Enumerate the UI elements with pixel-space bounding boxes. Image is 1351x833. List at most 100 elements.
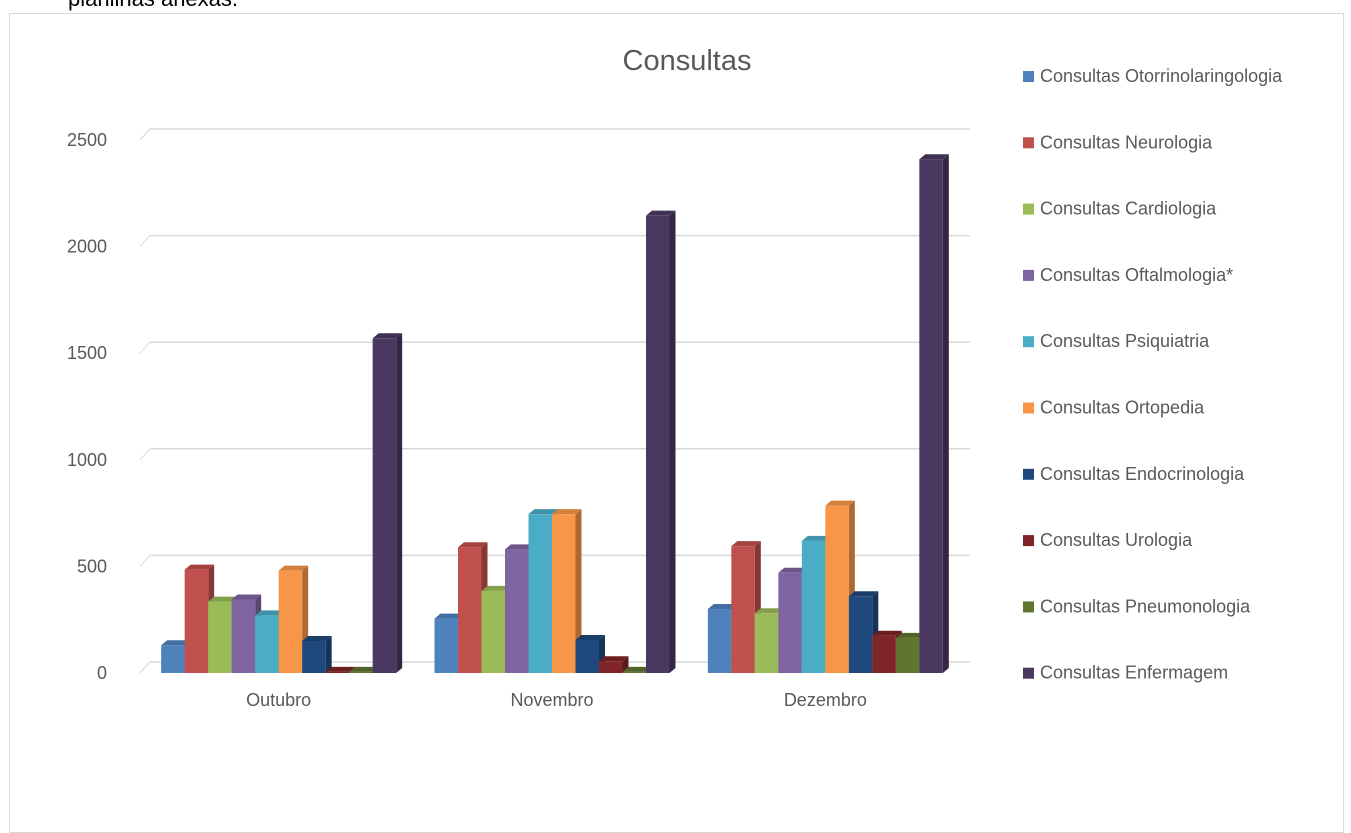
- bar: [599, 656, 629, 673]
- legend-label: Consultas Psiquiatria: [1040, 331, 1210, 351]
- bar-front: [458, 547, 482, 673]
- bar-top: [919, 154, 949, 160]
- legend-item: Consultas Urologia: [1023, 530, 1193, 550]
- legend: Consultas Otorrinolaringologia Consultas …: [1023, 66, 1283, 683]
- legend-swatch: [1023, 402, 1034, 414]
- legend-swatch: [1023, 667, 1034, 679]
- bar-top: [481, 585, 511, 591]
- legend-swatch: [1023, 203, 1034, 215]
- bar-top: [528, 509, 558, 515]
- legend-item: Consultas Endocrinologia: [1023, 464, 1245, 484]
- bar-front: [754, 613, 779, 673]
- gridline-floor: [139, 448, 151, 461]
- bar-top: [646, 210, 676, 216]
- bar-top: [325, 666, 356, 672]
- gridline-floor: [139, 661, 151, 674]
- legend-label: Consultas Ortopedia: [1040, 398, 1205, 418]
- chart-frame: 0 500 1000 1500 2000 2500 Outubro Novembro Deze…: [9, 13, 1344, 833]
- bar-front: [434, 618, 458, 673]
- bar-front: [161, 645, 185, 673]
- gridline-floor: [139, 555, 151, 567]
- bar-top: [575, 634, 605, 640]
- chart-title: Consultas: [623, 45, 752, 77]
- bar-top: [161, 640, 191, 646]
- bar-front: [302, 641, 326, 673]
- bar-front: [778, 572, 802, 673]
- bar: [825, 500, 855, 673]
- y-tick-label: 2500: [67, 130, 107, 150]
- bar-top: [848, 591, 879, 597]
- bar-front: [919, 159, 943, 674]
- bar-top: [707, 604, 738, 610]
- bar-front: [231, 599, 256, 673]
- x-category-label: Novembro: [510, 690, 593, 710]
- bar-top: [458, 542, 488, 548]
- bar: [919, 154, 949, 674]
- y-axis-ticks: 0 500 1000 1500 2000 2500: [67, 130, 107, 683]
- legend-swatch: [1023, 71, 1034, 82]
- chart-svg: 0 500 1000 1500 2000 2500 Outubro Novembro Deze…: [67, 45, 1283, 710]
- legend-label: Consultas Enfermagem: [1040, 663, 1228, 683]
- bar-top: [622, 666, 652, 672]
- bar-front: [575, 639, 599, 673]
- bar-top: [302, 636, 332, 642]
- bar: [302, 636, 332, 673]
- gridline-floor: [139, 341, 151, 354]
- bar-side: [396, 333, 403, 673]
- bar-front: [731, 546, 755, 673]
- bar-front: [646, 215, 670, 673]
- bar-front: [184, 569, 209, 673]
- legend-swatch: [1023, 336, 1034, 348]
- legend-item: Consultas Oftalmologia*: [1023, 265, 1233, 285]
- legend-label: Consultas Cardiologia: [1040, 199, 1217, 219]
- bar-top: [208, 596, 238, 602]
- bar-front: [349, 671, 373, 673]
- legend-swatch: [1023, 468, 1034, 480]
- legend-label: Consultas Otorrinolaringologia: [1040, 66, 1283, 86]
- legend-swatch: [1023, 137, 1034, 149]
- x-category-label: Dezembro: [784, 690, 867, 710]
- bar-front: [895, 637, 920, 673]
- bar-top: [278, 565, 309, 571]
- gridline-floor: [139, 128, 151, 141]
- bar-top: [505, 544, 535, 550]
- bar-top: [231, 594, 262, 600]
- bar-top: [895, 632, 926, 638]
- bar-front: [208, 601, 232, 673]
- legend-item: Consultas Ortopedia: [1023, 398, 1205, 418]
- bar-top: [778, 567, 808, 573]
- bar-top: [872, 630, 902, 636]
- bar-front: [372, 338, 397, 673]
- y-tick-label: 1000: [67, 450, 107, 470]
- legend-item: Consultas Otorrinolaringologia: [1023, 66, 1283, 86]
- bar-front: [552, 514, 576, 673]
- bar-front: [325, 671, 350, 673]
- y-tick-label: 500: [77, 556, 107, 576]
- bar-front: [801, 540, 826, 673]
- bar-side: [575, 509, 582, 673]
- legend-swatch: [1023, 535, 1034, 547]
- y-tick-label: 1500: [67, 343, 107, 363]
- bar-top: [255, 610, 285, 616]
- bar-front: [278, 570, 303, 673]
- bar-front: [707, 609, 732, 673]
- bar-front: [825, 505, 849, 673]
- bar-top: [825, 500, 855, 506]
- bar-top: [599, 656, 629, 662]
- bar-front: [481, 590, 505, 673]
- bars: [161, 154, 949, 674]
- bar-front: [528, 514, 552, 673]
- bar-top: [184, 564, 215, 570]
- bar-front: [599, 661, 623, 673]
- bar: [552, 509, 582, 673]
- bar-front: [255, 615, 279, 673]
- bar: [646, 210, 676, 673]
- bar-side: [325, 636, 332, 673]
- legend-item: Consultas Enfermagem: [1023, 663, 1228, 683]
- bar-front: [505, 549, 529, 673]
- bar: [372, 333, 403, 673]
- legend-swatch: [1023, 269, 1034, 281]
- bar-top: [754, 608, 785, 614]
- legend-label: Consultas Pneumonologia: [1040, 596, 1251, 616]
- bar-top: [434, 613, 464, 619]
